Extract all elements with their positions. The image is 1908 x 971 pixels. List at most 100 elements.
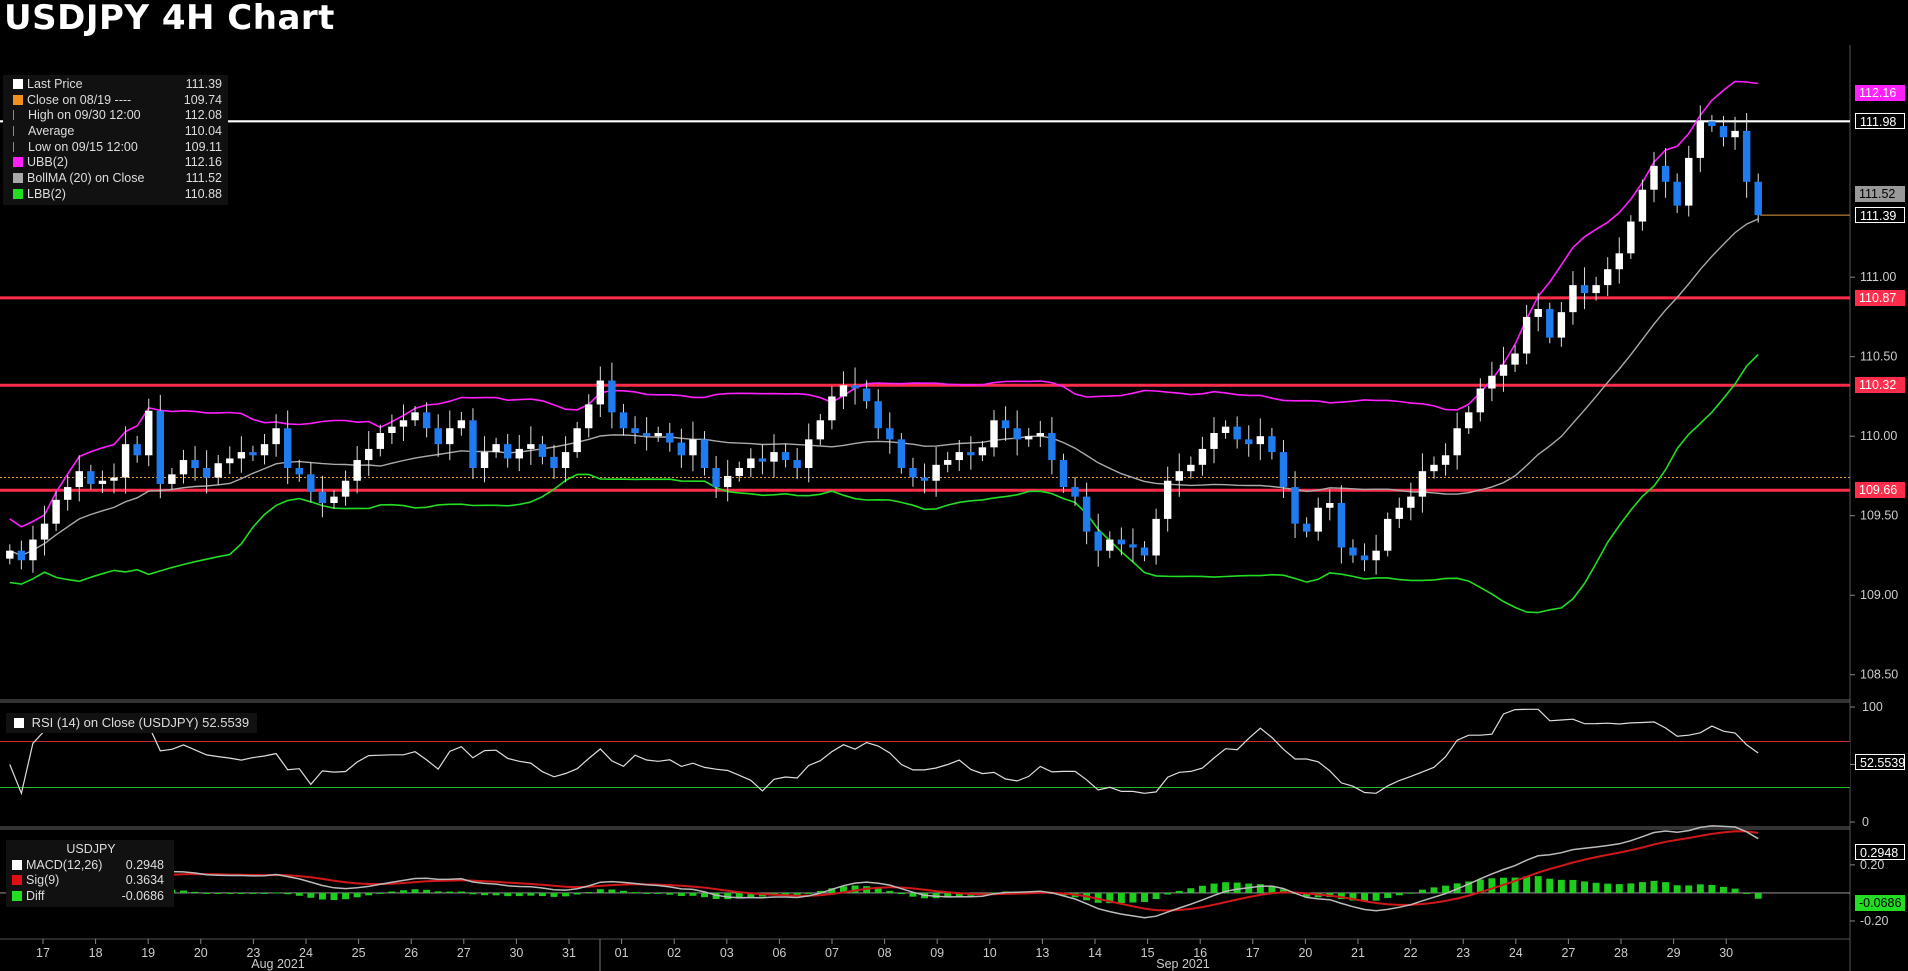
candle-body [179, 460, 188, 475]
macd-histogram-bar [1222, 882, 1230, 893]
candle-body [1314, 507, 1322, 532]
candle-body [1638, 189, 1647, 222]
candle-body [538, 444, 547, 457]
candle-body [1025, 436, 1033, 440]
candle-body [920, 477, 929, 481]
candle-body [897, 439, 906, 469]
macd-histogram-bar [446, 891, 454, 893]
legend-label: UBB(2) [27, 155, 68, 170]
candle-body [770, 452, 778, 462]
legend-row: Last Price 111.39 [13, 77, 228, 93]
candle-body [677, 442, 686, 456]
candle-body [1187, 464, 1195, 472]
y-tick-label: 110.00 [1860, 429, 1897, 443]
candle-body [1082, 496, 1091, 532]
candle-body [828, 396, 836, 421]
macd-histogram-bar [1395, 892, 1403, 896]
macd-histogram-bar [1430, 887, 1438, 893]
macd-histogram-bar [1476, 879, 1484, 893]
x-tick-label: 02 [667, 946, 681, 960]
macd-histogram-bar [1303, 892, 1311, 897]
candle-body [133, 444, 141, 456]
x-tick-label: 22 [1404, 946, 1418, 960]
candle-body [862, 388, 871, 402]
candle-body [1627, 221, 1635, 254]
candle-body [642, 433, 651, 437]
candle-body [75, 471, 83, 488]
candle-body [619, 412, 628, 429]
candle-body [1117, 539, 1126, 545]
macd-histogram-bar [1187, 888, 1195, 893]
candle-body [723, 475, 732, 488]
candle-body [712, 468, 720, 488]
candle-body [1326, 502, 1334, 508]
candle-body [793, 460, 801, 469]
macd-signal-line [9, 830, 1759, 912]
macd-histogram-bar [1442, 885, 1450, 893]
macd-histogram-bar [191, 891, 199, 893]
legend-swatch [13, 79, 23, 89]
macd-histogram-bar [400, 890, 407, 893]
macd-legend-label: Sig(9) [26, 873, 60, 888]
legend-value: 109.74 [183, 92, 222, 107]
candle-body [1233, 426, 1241, 440]
panel-divider [0, 699, 1850, 703]
macd-histogram-bar [481, 892, 488, 896]
macd-legend-row: MACD(12,26) 0.2948 [12, 858, 170, 874]
candle-body [666, 433, 674, 443]
macd-histogram-bar [214, 892, 222, 894]
legend-row: Close on 08/19 ---- 109.74 [13, 93, 228, 109]
x-tick-label: 19 [141, 946, 155, 960]
macd-histogram-bar [805, 892, 813, 894]
macd-histogram-bar [1546, 878, 1554, 893]
candle-body [1708, 121, 1716, 127]
candle-body [1719, 126, 1728, 138]
candle-body [527, 444, 535, 449]
macd-legend-row: Sig(9) 0.3634 [12, 873, 170, 889]
x-tick-label: 08 [878, 946, 892, 960]
x-tick-label: 27 [1561, 946, 1575, 960]
candle-body [932, 464, 940, 481]
macd-histogram-bar [1164, 892, 1172, 895]
panel-divider [0, 826, 1850, 830]
macd-histogram-bar [272, 892, 280, 894]
candle-body [735, 468, 743, 476]
candle-body [87, 471, 95, 484]
legend-swatch [13, 157, 23, 168]
legend-value: 111.39 [185, 77, 222, 91]
macd-histogram-bar [1280, 889, 1287, 893]
macd-histogram-bar [1384, 892, 1392, 898]
macd-histogram-bar [1534, 876, 1542, 893]
macd-histogram-bar [932, 892, 940, 899]
candle-body [457, 420, 466, 429]
macd-legend: USDJPY MACD(12,26) 0.2948 Sig(9) 0.3634 Diff… [6, 840, 174, 907]
macd-legend-title: USDJPY [66, 842, 116, 856]
candle-body [1175, 471, 1183, 481]
macd-histogram-bar [538, 892, 546, 897]
x-tick-label: 03 [720, 946, 734, 960]
macd-histogram-bar [423, 889, 431, 893]
time-axis: 17 18 19 20 23 24 25 26 27 30 31 01 02 03 06 07 08 09 10 13… [36, 939, 1733, 971]
x-tick-label: 29 [1667, 946, 1681, 960]
macd-histogram-bar [816, 890, 824, 893]
macd-histogram-bar [1141, 892, 1148, 903]
candle-body [1129, 544, 1137, 548]
macd-histogram-bar [1094, 892, 1102, 903]
macd-histogram-bar [874, 888, 882, 893]
candle-body [1071, 487, 1079, 497]
macd-histogram-bar [1210, 883, 1218, 893]
candle-body [909, 468, 917, 478]
rsi-line [9, 708, 1759, 796]
macd-histogram-bar [1557, 879, 1565, 893]
macd-legend-label: Diff [26, 889, 45, 904]
macd-histogram-bar [1337, 892, 1345, 900]
candle-body [110, 477, 118, 481]
candle-body [1395, 507, 1403, 519]
candle-body [1511, 353, 1519, 365]
candle-body [886, 428, 894, 440]
x-tick-label: 24 [1509, 946, 1523, 960]
legend-value: 110.04 [184, 124, 222, 139]
macd-histogram-bar [492, 892, 500, 896]
legend-value: 112.16 [184, 155, 222, 170]
